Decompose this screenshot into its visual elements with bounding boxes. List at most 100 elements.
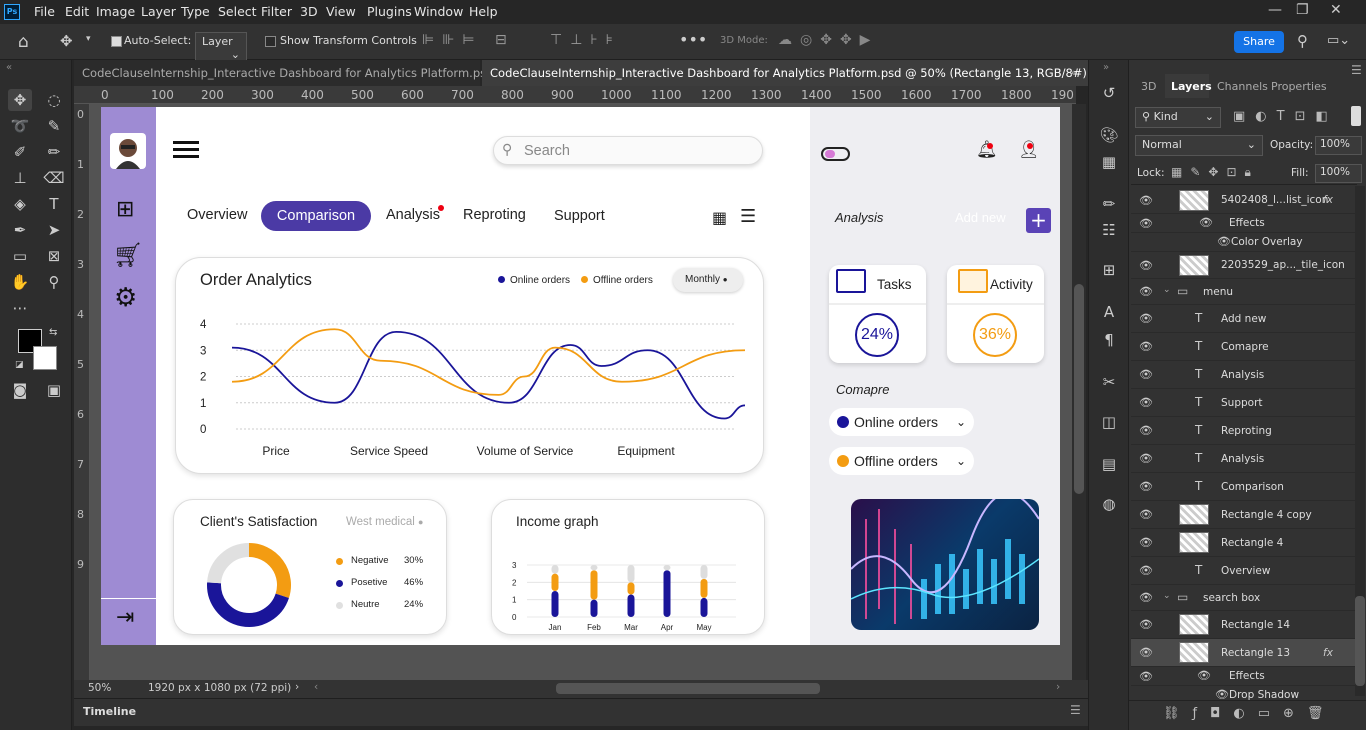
eye-icon[interactable]: 👁︎ (1139, 285, 1153, 298)
layer-row[interactable]: 👁︎ T Reproting (1131, 417, 1357, 445)
tools-icon[interactable]: ✂ (1102, 373, 1116, 391)
eye-icon[interactable]: 👁︎ (1199, 216, 1213, 229)
eye-icon[interactable]: 👁︎ (1139, 536, 1153, 549)
tab-overview[interactable]: Overview (187, 207, 248, 223)
avatar[interactable] (110, 133, 146, 169)
scroll-thumb[interactable] (1355, 596, 1365, 686)
eye-icon[interactable]: 👁︎ (1139, 480, 1153, 493)
filter-label[interactable]: West medical ● (346, 516, 424, 528)
layer-row[interactable]: 👁︎ Rectangle 14 (1131, 611, 1357, 639)
fill-input[interactable]: 100% (1315, 164, 1362, 183)
swap-colors-icon[interactable]: ⇆ (49, 327, 58, 338)
layer-row[interactable]: 👁︎ ⌄ ▭ search box (1131, 585, 1357, 611)
screen-mode-icon[interactable]: ▣ (46, 381, 62, 399)
close-icon[interactable]: ✕ (1330, 2, 1342, 18)
eye-icon[interactable]: 👁︎ (1139, 193, 1153, 207)
panel-menu-icon[interactable]: ☰ (1351, 63, 1362, 77)
move-tool-icon[interactable]: ✥ (8, 89, 32, 111)
zoom-tool-icon[interactable]: ⚲ (48, 273, 60, 291)
marquee-tool-icon[interactable]: ◌ (47, 91, 61, 109)
menu-plugins[interactable]: Plugins (367, 4, 412, 19)
layer-row[interactable]: 👁︎ Rectangle 4 copy (1131, 501, 1357, 529)
period-dropdown[interactable]: Monthly ● (673, 268, 743, 292)
zoom-level[interactable]: 50% (88, 682, 112, 694)
search-box[interactable]: ⚲ Search (493, 136, 763, 165)
more-tools-icon[interactable]: ⋯ (12, 299, 28, 317)
share-button[interactable]: Share (1234, 31, 1284, 53)
layer-row[interactable]: 👁︎ 2203529_ap..._tile_icon (1131, 252, 1357, 279)
color-icon[interactable]: 🎨︎ (1099, 126, 1119, 144)
eraser-tool-icon[interactable]: ⌫ (43, 169, 65, 187)
panel-tab-3d[interactable]: 3D (1141, 80, 1157, 93)
restore-icon[interactable]: ❐ (1296, 2, 1309, 18)
type-tool-icon[interactable]: T (49, 195, 59, 213)
gradient-tool-icon[interactable]: ◈ (14, 195, 26, 213)
user-icon[interactable]: 👤︎ (1018, 140, 1040, 160)
timeline-tab[interactable]: Timeline (83, 705, 137, 718)
eye-icon[interactable]: 👁︎ (1215, 688, 1229, 700)
default-colors-icon[interactable]: ◪ (15, 360, 24, 370)
add-new-button[interactable]: + (1026, 208, 1051, 233)
move-tool-icon[interactable]: ✥ (60, 32, 73, 50)
quick-select-icon[interactable]: ✎ (47, 117, 61, 135)
stamp-tool-icon[interactable]: ⊥ (13, 169, 27, 187)
menu-type[interactable]: Type (181, 4, 210, 19)
hamburger-icon[interactable] (173, 141, 199, 159)
layer-row[interactable]: 👁︎ T Comparison (1131, 473, 1357, 501)
status-arrow-icon[interactable]: › (295, 681, 300, 693)
theme-toggle[interactable] (821, 147, 850, 161)
cart-icon[interactable]: 🛒︎ (113, 241, 144, 269)
layer-row[interactable]: 👁︎ Color Overlay (1131, 233, 1357, 252)
tasks-card[interactable]: Tasks 24% (829, 265, 926, 363)
adjustments-icon[interactable]: ☷ (1102, 221, 1116, 239)
activity-card[interactable]: Activity 36% (947, 265, 1044, 363)
layer-row[interactable]: 👁︎ 👁︎ Effects (1131, 214, 1357, 233)
chevron-down-icon[interactable]: ▾ (86, 34, 91, 44)
scroll-left-icon[interactable]: ‹ (314, 681, 319, 693)
eye-icon[interactable]: 👁︎ (1139, 618, 1153, 631)
brush-settings-icon[interactable]: ✏ (1102, 195, 1116, 213)
menu-edit[interactable]: Edit (65, 4, 90, 19)
layer-row[interactable]: 👁︎ T Add new (1131, 305, 1357, 333)
vertical-scrollbar[interactable] (1072, 104, 1086, 680)
pen-tool-icon[interactable]: ✒ (13, 221, 27, 239)
layer-row[interactable]: 👁︎ 5402408_l...list_icon fx (1131, 187, 1357, 214)
paragraph-icon[interactable]: ¶ (1104, 331, 1114, 349)
show-transform-checkbox[interactable] (265, 36, 276, 47)
tab-reproting[interactable]: Reproting (463, 207, 526, 223)
eye-icon[interactable]: 👁︎ (1139, 452, 1153, 465)
eye-icon[interactable]: 👁︎ (1139, 312, 1153, 325)
layers-scrollbar[interactable] (1355, 186, 1365, 696)
eye-icon[interactable]: 👁︎ (1139, 340, 1153, 353)
collapse-icon[interactable]: « (6, 62, 13, 73)
filter-icons[interactable]: ▣◐T⊡◧ (1233, 109, 1338, 124)
eye-icon[interactable]: 👁︎ (1139, 669, 1153, 683)
tabs-overflow-icon[interactable]: » (1070, 66, 1077, 79)
eye-icon[interactable]: 👁︎ (1139, 258, 1153, 272)
menu-select[interactable]: Select (218, 4, 257, 19)
more-options-icon[interactable]: ••• (679, 30, 708, 49)
quick-mask-icon[interactable]: ◙ (12, 381, 28, 399)
auto-select-checkbox[interactable] (111, 36, 122, 47)
layer-row[interactable]: 👁︎ T Comapre (1131, 333, 1357, 361)
panel-tab-layers[interactable]: Layers (1165, 74, 1212, 98)
grid-view-icon[interactable]: ▦ (712, 208, 728, 227)
menu-image[interactable]: Image (96, 4, 136, 19)
logout-icon[interactable]: ⇥ (116, 605, 135, 630)
scroll-thumb[interactable] (1074, 284, 1084, 494)
filter-kind-dropdown[interactable]: ⚲ Kind ⌄ (1135, 107, 1221, 128)
list-view-icon[interactable]: ☰ (740, 206, 757, 227)
tab-analysis[interactable]: Analysis (386, 207, 440, 223)
layer-row[interactable]: 👁︎ T Analysis (1131, 361, 1357, 389)
opacity-input[interactable]: 100% (1315, 136, 1362, 155)
filter-toggle[interactable] (1351, 106, 1361, 126)
eye-icon[interactable]: 👁︎ (1139, 368, 1153, 381)
menu-window[interactable]: Window (414, 4, 464, 19)
layer-row[interactable]: 👁︎ Rectangle 4 (1131, 529, 1357, 557)
path-select-icon[interactable]: ➤ (47, 221, 61, 239)
patterns-icon[interactable]: ◍ (1102, 495, 1116, 513)
eye-icon[interactable]: 👁︎ (1139, 424, 1153, 437)
panel-tab-properties[interactable]: Properties (1271, 80, 1327, 93)
auto-select-target-dropdown[interactable]: Layer ⌄ (195, 32, 247, 64)
background-color-swatch[interactable] (33, 346, 57, 370)
